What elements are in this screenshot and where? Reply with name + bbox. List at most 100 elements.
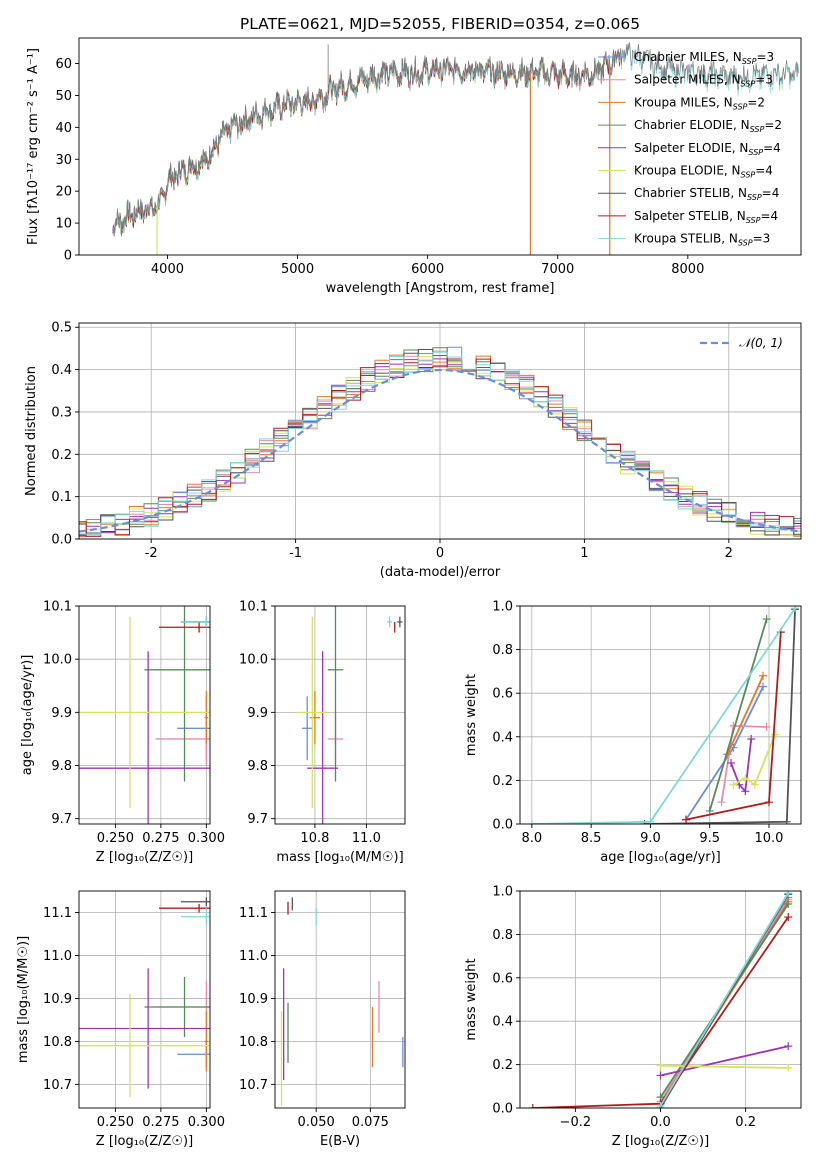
y-tick-label: 1.0: [492, 600, 513, 615]
mass-weight-marker: [656, 1071, 665, 1080]
model-spectrum-kroupa-miles: [112, 49, 621, 237]
mass-weight-line-kroupa-elodie: [660, 1064, 789, 1069]
errorbar-salpeter-stelib: [159, 621, 210, 633]
gaussian-curve: [79, 368, 799, 533]
panel-residuals: -2 -1 0 1 2 0.0 0.1 0.2 0.3 0.4 0.5 (data-model)/er…: [24, 321, 802, 580]
errorbar-kroupa-miles: [309, 691, 321, 745]
plot-area-spectrum: [112, 42, 799, 255]
y-tick-label: 0.4: [492, 1015, 513, 1030]
mass-weight-marker: [681, 815, 690, 824]
y-tick-label: 11.1: [239, 906, 268, 921]
residual-histogram-salpeter-elodie: [79, 358, 801, 537]
x-axis-label: E(B-V): [320, 1134, 360, 1149]
mass-weight-marker: [762, 722, 771, 731]
errorbar-salpeter-elodie: [79, 651, 210, 824]
residual-histogram-kroupa-stelib: [79, 351, 801, 536]
y-tick-label: 0.2: [51, 448, 72, 463]
legend-subscript: SSP: [738, 239, 753, 248]
y-tick-label: 0.8: [492, 928, 513, 943]
errorbar-kroupa-stelib: [386, 616, 393, 628]
x-tick-label: 5000: [281, 262, 314, 277]
x-tick-label: -2: [145, 546, 158, 561]
mass-weight-marker: [717, 798, 726, 807]
legend-nssp: =4: [760, 209, 778, 223]
errorbar-chabrier-stelib: [180, 897, 210, 907]
panel-spectrum: 4000 5000 6000 7000 8000 0 10 20 30 40 50 60 wavelen…: [26, 37, 802, 296]
y-tick-label: 11.1: [43, 906, 72, 921]
legend-nssp: =3: [753, 232, 771, 246]
observed-spectrum: [112, 42, 799, 232]
errorbar-chabrier-elodie: [144, 606, 210, 782]
errorbar-kroupa-stelib: [180, 616, 210, 628]
y-axis-label: mass weight: [464, 674, 479, 756]
legend-nssp: =4: [755, 164, 773, 178]
y-tick-label: 0.1: [51, 490, 72, 505]
y-tick-label: 10.0: [43, 653, 72, 668]
mass-weight-line-salpeter-elodie: [660, 1045, 789, 1077]
y-tick-label: 11.0: [239, 949, 268, 964]
y-tick-label: 0: [64, 249, 72, 264]
residual-histogram-kroupa-miles: [79, 353, 801, 538]
mass-weight-marker: [705, 806, 714, 815]
x-tick-label: 0.275: [142, 831, 179, 846]
y-tick-label: 0.2: [492, 774, 513, 789]
mass-weight-marker: [527, 820, 536, 824]
y-tick-label: 20: [55, 185, 72, 200]
gaussian-legend-label: 𝒩(0, 1): [739, 336, 783, 350]
y-tick-label: 0.2: [492, 1058, 513, 1073]
y-tick-label: 1.0: [492, 885, 513, 900]
legend-label-chabrier-miles: Chabrier MILES, NSSP=3: [634, 50, 774, 66]
plot-area-mass-vs-EBV: [280, 897, 404, 1106]
legend-label-salpeter-miles: Salpeter MILES, NSSP=3: [634, 73, 773, 89]
errorbar-kroupa-miles: [204, 691, 209, 745]
axes-frame: [78, 890, 211, 1109]
y-tick-label: 0.5: [51, 321, 72, 336]
x-tick-label: 9.5: [699, 831, 720, 846]
figure-title: PLATE=0621, MJD=52055, FIBERID=0354, z=0…: [240, 15, 640, 33]
y-tick-label: 30: [55, 153, 72, 168]
mass-weight-marker: [782, 817, 791, 824]
axes-frame: [274, 605, 406, 825]
plot-area-residuals: [79, 346, 801, 538]
mass-weight-marker: [764, 798, 773, 807]
x-tick-label: 10.8: [300, 831, 329, 846]
mass-weight-line-kroupa-elodie: [732, 734, 776, 787]
x-tick-label: 0.250: [97, 1115, 134, 1130]
x-tick-label: 8000: [671, 262, 704, 277]
legend-subscript: SSP: [748, 148, 763, 157]
x-tick-label: 2: [725, 546, 733, 561]
y-tick-label: 0.4: [51, 363, 72, 378]
errorbar-salpeter-stelib: [159, 903, 210, 913]
x-axis-label: Z [log₁₀(Z/Z☉)]: [96, 1134, 193, 1149]
x-tick-label: -1: [289, 546, 302, 561]
x-tick-label: 9.0: [640, 831, 661, 846]
legend-nssp: =3: [756, 50, 774, 64]
y-tick-label: 10.7: [43, 1078, 72, 1093]
x-axis-label: Z [log₁₀(Z/Z☉)]: [612, 1134, 709, 1149]
x-tick-label: 11.0: [352, 831, 381, 846]
legend-subscript: SSP: [747, 193, 762, 202]
y-axis-label: Normed distribution: [24, 366, 39, 496]
y-tick-label: 10.7: [239, 1078, 268, 1093]
x-tick-label: 0.250: [97, 831, 134, 846]
mass-weight-marker: [784, 891, 793, 898]
x-axis-label: wavelength [Angstrom, rest frame]: [326, 281, 555, 296]
x-tick-label: 0.275: [142, 1115, 179, 1130]
mass-weight-marker: [770, 730, 779, 739]
errorbar-kroupa-elodie: [79, 994, 210, 1098]
axes-frame: [519, 605, 802, 825]
mass-weight-marker: [750, 780, 759, 789]
mass-weight-marker: [762, 615, 771, 624]
mass-weight-marker: [784, 1063, 793, 1072]
legend-subscript: SSP: [741, 171, 756, 180]
legend-label-chabrier-elodie: Chabrier ELODIE, NSSP=2: [634, 118, 782, 134]
y-tick-label: 9.9: [247, 706, 268, 721]
x-axis-label: Z [log₁₀(Z/Z☉)]: [96, 850, 193, 865]
panel-mass-weight-vs-Z: −0.2 0.0 0.2 0.0 0.2 0.4 0.6 0.8 1.0 Z [log₁₀(Z/Z…: [464, 885, 802, 1149]
mass-weight-line-salpeter-elodie: [730, 738, 753, 794]
legend-subscript: SSP: [750, 125, 765, 134]
panel-age-vs-mass: 10.8 11.0 9.7 9.8 9.9 10.0 10.1 mass [log₁₀(M/M…: [239, 600, 406, 865]
legend-subscript: SSP: [741, 80, 756, 89]
y-tick-label: 60: [55, 57, 72, 72]
